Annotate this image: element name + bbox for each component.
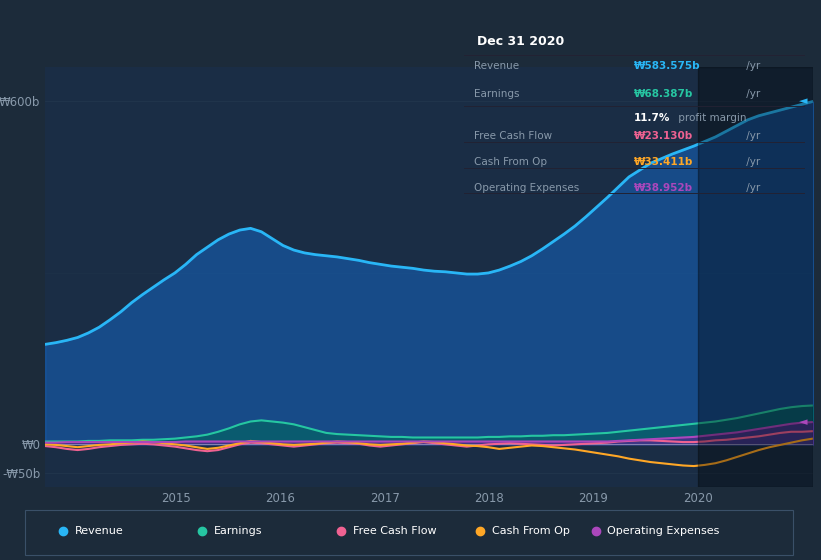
- Text: Operating Expenses: Operating Expenses: [474, 183, 580, 193]
- Text: Cash From Op: Cash From Op: [492, 526, 570, 536]
- Text: Revenue: Revenue: [75, 526, 123, 536]
- Text: ₩33.411b: ₩33.411b: [635, 157, 694, 167]
- Text: Revenue: Revenue: [474, 61, 519, 71]
- Text: 11.7%: 11.7%: [635, 113, 671, 123]
- Text: Operating Expenses: Operating Expenses: [608, 526, 720, 536]
- Text: Cash From Op: Cash From Op: [474, 157, 547, 167]
- Text: /yr: /yr: [743, 89, 760, 99]
- Text: /yr: /yr: [743, 132, 760, 142]
- Text: Free Cash Flow: Free Cash Flow: [353, 526, 436, 536]
- Bar: [698, 67, 813, 487]
- Text: ₩38.952b: ₩38.952b: [635, 183, 694, 193]
- Text: Earnings: Earnings: [474, 89, 520, 99]
- Text: Earnings: Earnings: [213, 526, 262, 536]
- Text: ₩583.575b: ₩583.575b: [635, 61, 701, 71]
- Text: ◄: ◄: [799, 417, 808, 427]
- Text: profit margin: profit margin: [675, 113, 746, 123]
- Text: /yr: /yr: [743, 157, 760, 167]
- Text: ◄: ◄: [799, 96, 808, 106]
- Text: ₩68.387b: ₩68.387b: [635, 89, 694, 99]
- Text: /yr: /yr: [743, 183, 760, 193]
- Text: ₩23.130b: ₩23.130b: [635, 132, 694, 142]
- Text: /yr: /yr: [743, 61, 760, 71]
- Text: Free Cash Flow: Free Cash Flow: [474, 132, 553, 142]
- Text: Dec 31 2020: Dec 31 2020: [478, 35, 565, 48]
